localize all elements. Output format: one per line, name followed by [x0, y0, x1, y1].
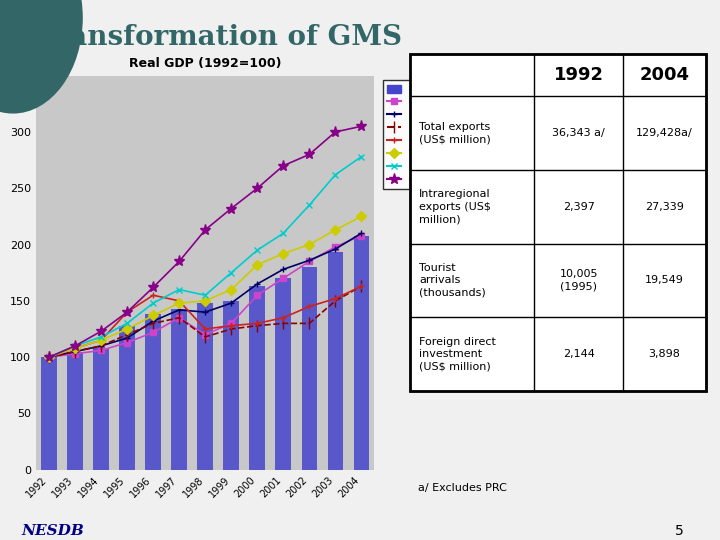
Bar: [197, 303, 213, 470]
Bar: [171, 309, 187, 470]
Bar: [41, 357, 57, 470]
Bar: [354, 235, 369, 470]
Text: 129,428a/: 129,428a/: [636, 128, 693, 138]
Title: Real GDP (1992=100): Real GDP (1992=100): [129, 57, 282, 70]
Text: 2004: 2004: [639, 66, 689, 84]
Text: 36,343 a/: 36,343 a/: [552, 128, 605, 138]
Text: a/ Excludes PRC: a/ Excludes PRC: [418, 483, 506, 494]
Text: 2,144: 2,144: [563, 349, 595, 359]
Legend: GMS, Cambodia, Lao PDR, Myanmar, Thailand, Viet Nam, Yunnan Province, Guangxi ZA: GMS, Cambodia, Lao PDR, Myanmar, Thailan…: [382, 80, 493, 188]
Bar: [120, 326, 135, 470]
Text: 19,549: 19,549: [645, 275, 684, 286]
Text: 2,397: 2,397: [563, 201, 595, 212]
Bar: [145, 314, 161, 470]
Text: NESDB: NESDB: [22, 524, 84, 538]
Bar: [249, 286, 265, 470]
Bar: [328, 252, 343, 470]
Text: Total exports
(US$ million): Total exports (US$ million): [419, 122, 491, 144]
Bar: [410, 54, 706, 391]
Text: 3,898: 3,898: [648, 349, 680, 359]
Circle shape: [0, 0, 82, 113]
Bar: [67, 352, 83, 470]
Text: Intraregional
exports (US$
million): Intraregional exports (US$ million): [419, 190, 491, 224]
Text: 10,005
(1995): 10,005 (1995): [559, 269, 598, 292]
Text: Foreign direct
investment
(US$ million): Foreign direct investment (US$ million): [419, 337, 496, 372]
Bar: [302, 267, 317, 470]
Text: Tourist
arrivals
(thousands): Tourist arrivals (thousands): [419, 263, 486, 298]
Text: Transformation of GMS: Transformation of GMS: [36, 24, 402, 51]
Bar: [94, 348, 109, 470]
Bar: [276, 278, 291, 470]
Text: 5: 5: [675, 524, 684, 538]
Text: 1992: 1992: [554, 66, 603, 84]
Text: 27,339: 27,339: [645, 201, 684, 212]
Bar: [223, 301, 239, 470]
